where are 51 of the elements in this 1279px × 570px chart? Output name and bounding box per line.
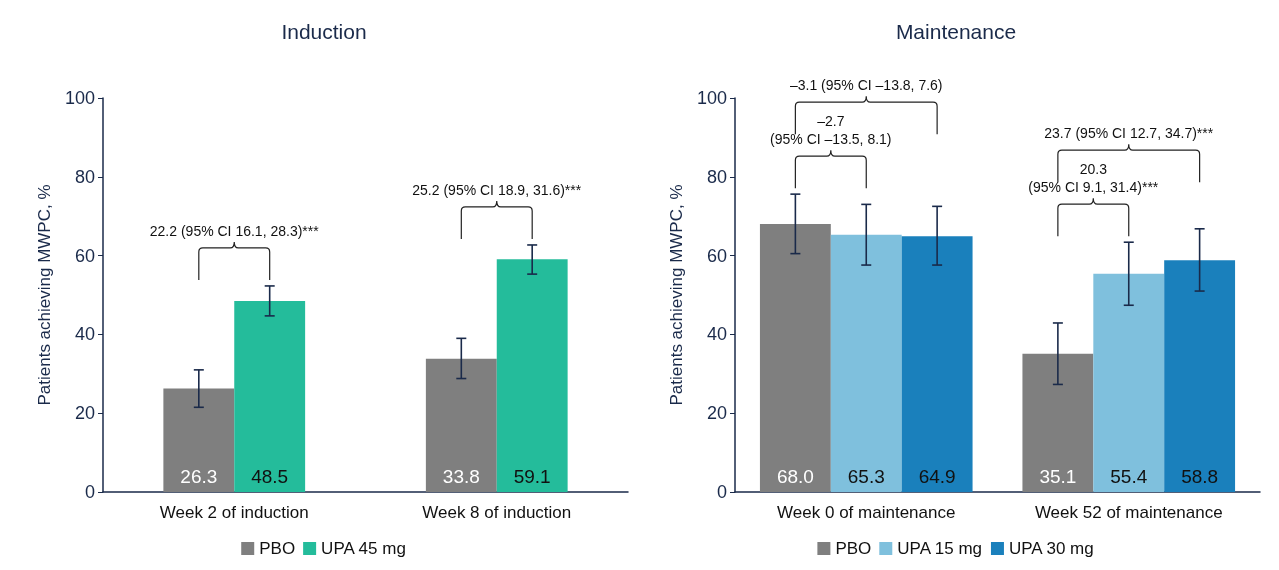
legend-label: UPA 30 mg [1008,539,1094,558]
bar [496,259,568,492]
y-tick-label: 40 [706,324,727,345]
data-label: 35.1 [1038,466,1076,487]
annotation: 25.2 (95% CI 18.9, 31.6)*** [412,181,582,198]
data-label: 65.3 [847,466,885,487]
text: –3.1 (95% CI –13.8, 7.6) [789,77,943,94]
annotation: 23.7 (95% CI 12.7, 34.7)*** [1043,125,1214,142]
chart-title: Maintenance [895,20,1016,43]
data-label: 48.5 [251,466,289,487]
y-tick-label: 80 [706,166,727,187]
y-tick-label: 60 [74,245,95,266]
data-label: 58.8 [1180,466,1218,487]
data-label: 33.8 [442,466,480,487]
y-tick-label: 20 [74,403,95,424]
bar [1092,273,1164,492]
data-label: 64.9 [918,466,956,487]
bar [163,388,235,492]
bar [901,236,973,492]
y-tick-label: 20 [706,403,727,424]
bar [830,234,902,492]
y-tick-label: 80 [74,166,95,187]
bar [1163,260,1235,492]
y-tick-label: 100 [696,88,727,108]
data-label: 55.4 [1109,466,1148,487]
y-tick-label: 40 [74,324,95,345]
legend-label: PBO [834,539,871,558]
chart-title: Induction [281,20,367,43]
bar [425,358,497,492]
y-tick-label: 0 [716,482,727,502]
bar [1021,353,1093,492]
y-axis-title: Patients achieving MWPC, % [35,184,54,406]
legend-label: UPA 45 mg [321,539,406,558]
y-axis-title: Patients achieving MWPC, % [666,184,686,406]
bar [234,300,306,492]
annotation: 20.3 (95% CI 9.1, 31.4)*** [1027,161,1159,196]
data-label: 26.3 [180,466,218,487]
legend-label: PBO [259,539,296,558]
legend-label: UPA 15 mg [896,539,982,558]
y-tick-label: 0 [84,482,95,502]
x-tick-label: Week 2 of induction [159,503,309,522]
bar [759,224,831,492]
annotation: 22.2 (95% CI 16.1, 28.3)*** [149,222,320,239]
x-tick-label: Week 0 of maintenance [776,503,955,522]
data-label: 59.1 [513,466,551,487]
x-tick-label: Week 52 of maintenance [1034,503,1223,522]
annotation: –2.7 (95% CI –13.5, 8.1) [769,113,892,148]
y-tick-label: 60 [706,245,727,266]
data-label: 68.0 [776,466,814,487]
y-tick-label: 100 [64,88,95,108]
x-tick-label: Week 8 of induction [422,503,572,522]
